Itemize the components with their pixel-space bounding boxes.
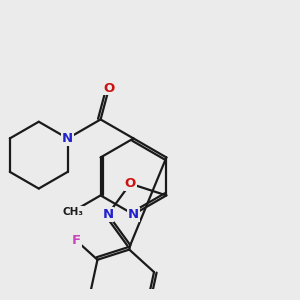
Text: N: N xyxy=(102,208,113,221)
Text: N: N xyxy=(62,132,73,145)
Text: O: O xyxy=(124,177,136,190)
Text: O: O xyxy=(103,82,115,95)
Text: F: F xyxy=(72,234,81,247)
Text: N: N xyxy=(128,208,139,221)
Text: CH₃: CH₃ xyxy=(62,206,83,217)
